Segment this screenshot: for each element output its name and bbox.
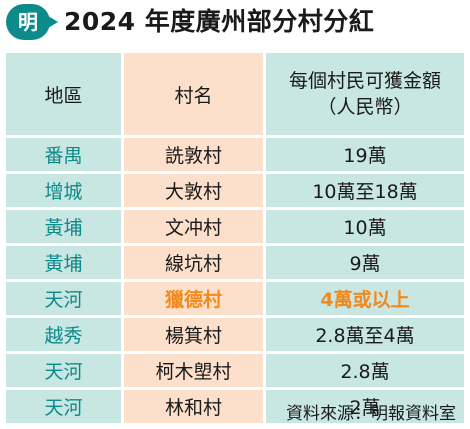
district-cell: 越秀: [6, 318, 124, 351]
table-header-row: 地區 村名 每個村民可獲金額 （人民幣）: [6, 53, 464, 135]
column-header-amount: 每個村民可獲金額 （人民幣）: [266, 53, 464, 135]
table-row-highlighted: 天河 獵德村 4萬或以上: [6, 282, 464, 315]
table-row: 黃埔 線坑村 9萬: [6, 246, 464, 279]
column-header-district: 地區: [6, 53, 124, 135]
amount-cell: 9萬: [266, 246, 464, 279]
village-cell: 詵敦村: [124, 138, 266, 171]
district-cell: 番禺: [6, 138, 124, 171]
district-cell: 天河: [6, 354, 124, 387]
table-row: 番禺 詵敦村 19萬: [6, 138, 464, 171]
amount-cell: 2萬: [266, 390, 464, 423]
amount-cell: 19萬: [266, 138, 464, 171]
dividend-table: 地區 村名 每個村民可獲金額 （人民幣） 番禺 詵敦村 19萬 增城 大敦村 1…: [6, 50, 464, 426]
village-cell: 文冲村: [124, 210, 266, 243]
amount-cell: 10萬至18萬: [266, 174, 464, 207]
page-title: 2024 年度廣州部分村分紅: [64, 7, 375, 36]
village-cell-highlighted: 獵德村: [124, 282, 266, 315]
table-row: 黃埔 文冲村 10萬: [6, 210, 464, 243]
amount-cell: 2.8萬: [266, 354, 464, 387]
village-cell: 大敦村: [124, 174, 266, 207]
amount-cell-highlighted: 4萬或以上: [266, 282, 464, 315]
district-cell: 黃埔: [6, 246, 124, 279]
column-header-village: 村名: [124, 53, 266, 135]
table-row: 天河 柯木塱村 2.8萬: [6, 354, 464, 387]
ming-pao-logo: 明: [6, 4, 58, 40]
column-header-amount-line1: 每個村民可獲金額: [288, 70, 441, 92]
district-cell: 天河: [6, 390, 124, 423]
district-cell: 增城: [6, 174, 124, 207]
table-row: 天河 林和村 2萬: [6, 390, 464, 423]
source-note: 資料來源：明報資料室: [286, 404, 456, 424]
district-cell: 天河: [6, 282, 124, 315]
table-row: 越秀 楊箕村 2.8萬至4萬: [6, 318, 464, 351]
column-header-amount-line2: （人民幣）: [317, 96, 413, 118]
village-cell: 線坑村: [124, 246, 266, 279]
header: 明 2024 年度廣州部分村分紅: [0, 0, 470, 44]
village-cell: 柯木塱村: [124, 354, 266, 387]
village-cell: 楊箕村: [124, 318, 266, 351]
amount-cell: 10萬: [266, 210, 464, 243]
table-row: 增城 大敦村 10萬至18萬: [6, 174, 464, 207]
amount-cell: 2.8萬至4萬: [266, 318, 464, 351]
village-cell: 林和村: [124, 390, 266, 423]
district-cell: 黃埔: [6, 210, 124, 243]
